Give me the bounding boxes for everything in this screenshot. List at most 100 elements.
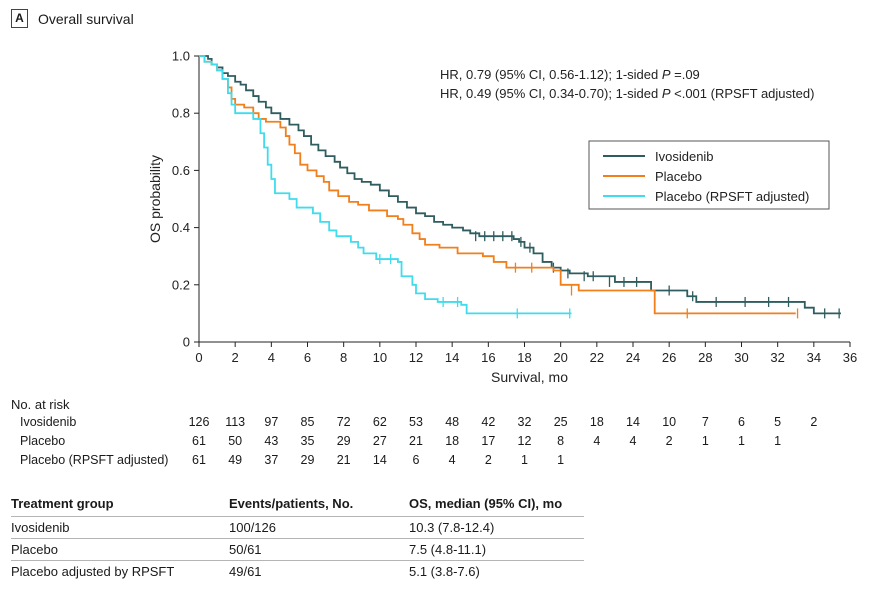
risk-count: 18	[445, 434, 460, 448]
x-tick-label: 36	[843, 350, 857, 365]
x-tick-label: 18	[517, 350, 531, 365]
risk-count: 25	[553, 415, 568, 429]
risk-count: 48	[445, 415, 460, 429]
summary-table: Treatment group Events/patients, No. OS,…	[11, 496, 584, 582]
risk-row-label: Ivosidenib	[20, 415, 77, 429]
risk-count: 1	[557, 453, 565, 467]
series-line	[199, 55, 841, 315]
risk-count: 1	[774, 434, 782, 448]
risk-count: 43	[264, 434, 279, 448]
risk-count: 6	[738, 415, 745, 429]
risk-count: 29	[300, 453, 315, 467]
x-tick-label: 14	[445, 350, 459, 365]
x-tick-label: 32	[770, 350, 784, 365]
risk-count: 12	[517, 434, 532, 448]
risk-count: 21	[336, 453, 351, 467]
series-line	[199, 55, 796, 315]
table-row: Placebo adjusted by RPSFT 49/61 5.1 (3.8…	[11, 560, 584, 582]
risk-row-label: Placebo	[20, 434, 66, 448]
risk-count: 50	[228, 434, 243, 448]
x-tick-label: 26	[662, 350, 676, 365]
summary-cell-median: 5.1 (3.8-7.6)	[409, 560, 584, 582]
risk-count: 49	[228, 453, 243, 467]
risk-count: 2	[665, 434, 673, 448]
risk-count: 62	[372, 415, 387, 429]
risk-count: 8	[557, 434, 565, 448]
risk-count: 85	[300, 415, 315, 429]
risk-count: 5	[774, 415, 782, 429]
risk-count: 1	[701, 434, 709, 448]
risk-count: 27	[372, 434, 387, 448]
y-tick-label: 0.2	[172, 277, 190, 292]
x-tick-label: 22	[590, 350, 604, 365]
summary-header-median: OS, median (95% CI), mo	[409, 496, 563, 511]
y-tick-label: 1.0	[172, 49, 190, 64]
hazard-ratio-annotation: HR, 0.49 (95% CI, 0.34-0.70); 1-sided P …	[440, 86, 814, 101]
risk-count: 53	[409, 415, 423, 429]
summary-cell-group: Placebo adjusted by RPSFT	[11, 560, 229, 582]
x-tick-label: 20	[553, 350, 567, 365]
hazard-ratio-annotation: HR, 0.79 (95% CI, 0.56-1.12); 1-sided P …	[440, 67, 700, 82]
risk-count: 17	[481, 434, 496, 448]
x-tick-label: 6	[304, 350, 311, 365]
panel-letter: A	[11, 9, 28, 28]
y-axis-title: OS probability	[147, 155, 163, 243]
table-row: Placebo 50/61 7.5 (4.8-11.1)	[11, 538, 584, 561]
summary-cell-events: 100/126	[229, 516, 409, 539]
risk-count: 2	[810, 415, 818, 429]
risk-count: 6	[412, 453, 420, 467]
km-chart: 00.20.40.60.81.00 2 4 6 8 10 12 14 16 18 20 22 24 26 2…	[147, 49, 857, 386]
summary-cell-group: Placebo	[11, 538, 229, 561]
risk-count: 35	[300, 434, 315, 448]
risk-count: 2	[484, 453, 492, 467]
table-row: Ivosidenib 100/126 10.3 (7.8-12.4)	[11, 516, 584, 539]
risk-count: 113	[225, 415, 246, 429]
x-tick-label: 34	[807, 350, 821, 365]
x-tick-label: 28	[698, 350, 712, 365]
y-tick-label: 0.6	[172, 163, 190, 178]
risk-count: 4	[593, 434, 601, 448]
risk-count: 29	[336, 434, 351, 448]
risk-count: 21	[409, 434, 423, 448]
legend-label: Ivosidenib	[655, 149, 714, 164]
risk-count: 97	[264, 415, 279, 429]
summary-header-group: Treatment group	[11, 496, 114, 511]
x-tick-label: 12	[409, 350, 423, 365]
summary-cell-group: Ivosidenib	[11, 516, 229, 539]
legend-label: Placebo (RPSFT adjusted)	[655, 189, 809, 204]
risk-count: 10	[662, 415, 677, 429]
risk-count: 4	[629, 434, 637, 448]
summary-cell-events: 49/61	[229, 560, 409, 582]
x-axis-title: Survival, mo	[491, 369, 568, 385]
x-tick-label: 4	[268, 350, 275, 365]
y-tick-label: 0.8	[172, 106, 190, 121]
summary-cell-median: 7.5 (4.8-11.1)	[409, 538, 584, 561]
risk-count: 42	[481, 415, 496, 429]
risk-count: 61	[192, 434, 206, 448]
risk-count: 1	[738, 434, 745, 448]
risk-count: 14	[626, 415, 640, 429]
x-tick-label: 8	[340, 350, 347, 365]
y-tick-label: 0.4	[172, 220, 190, 235]
legend-label: Placebo	[655, 169, 702, 184]
x-tick-label: 0	[195, 350, 202, 365]
y-tick-label: 0	[183, 335, 190, 350]
panel-header: A Overall survival	[11, 9, 134, 28]
risk-count: 1	[521, 453, 528, 467]
x-tick-label: 24	[626, 350, 640, 365]
risk-table-header: No. at risk	[11, 397, 70, 412]
series-line	[199, 55, 572, 315]
x-tick-label: 30	[734, 350, 748, 365]
summary-header-events: Events/patients, No.	[229, 496, 354, 511]
risk-count: 4	[448, 453, 456, 467]
panel-title: Overall survival	[38, 10, 134, 27]
risk-count: 7	[701, 415, 709, 429]
x-tick-label: 2	[232, 350, 239, 365]
risk-count: 126	[188, 415, 210, 429]
summary-cell-events: 50/61	[229, 538, 409, 561]
risk-count: 32	[517, 415, 532, 429]
risk-count: 37	[264, 453, 279, 467]
risk-count: 61	[192, 453, 206, 467]
summary-header-row: Treatment group Events/patients, No. OS,…	[11, 496, 584, 517]
risk-count: 18	[589, 415, 604, 429]
